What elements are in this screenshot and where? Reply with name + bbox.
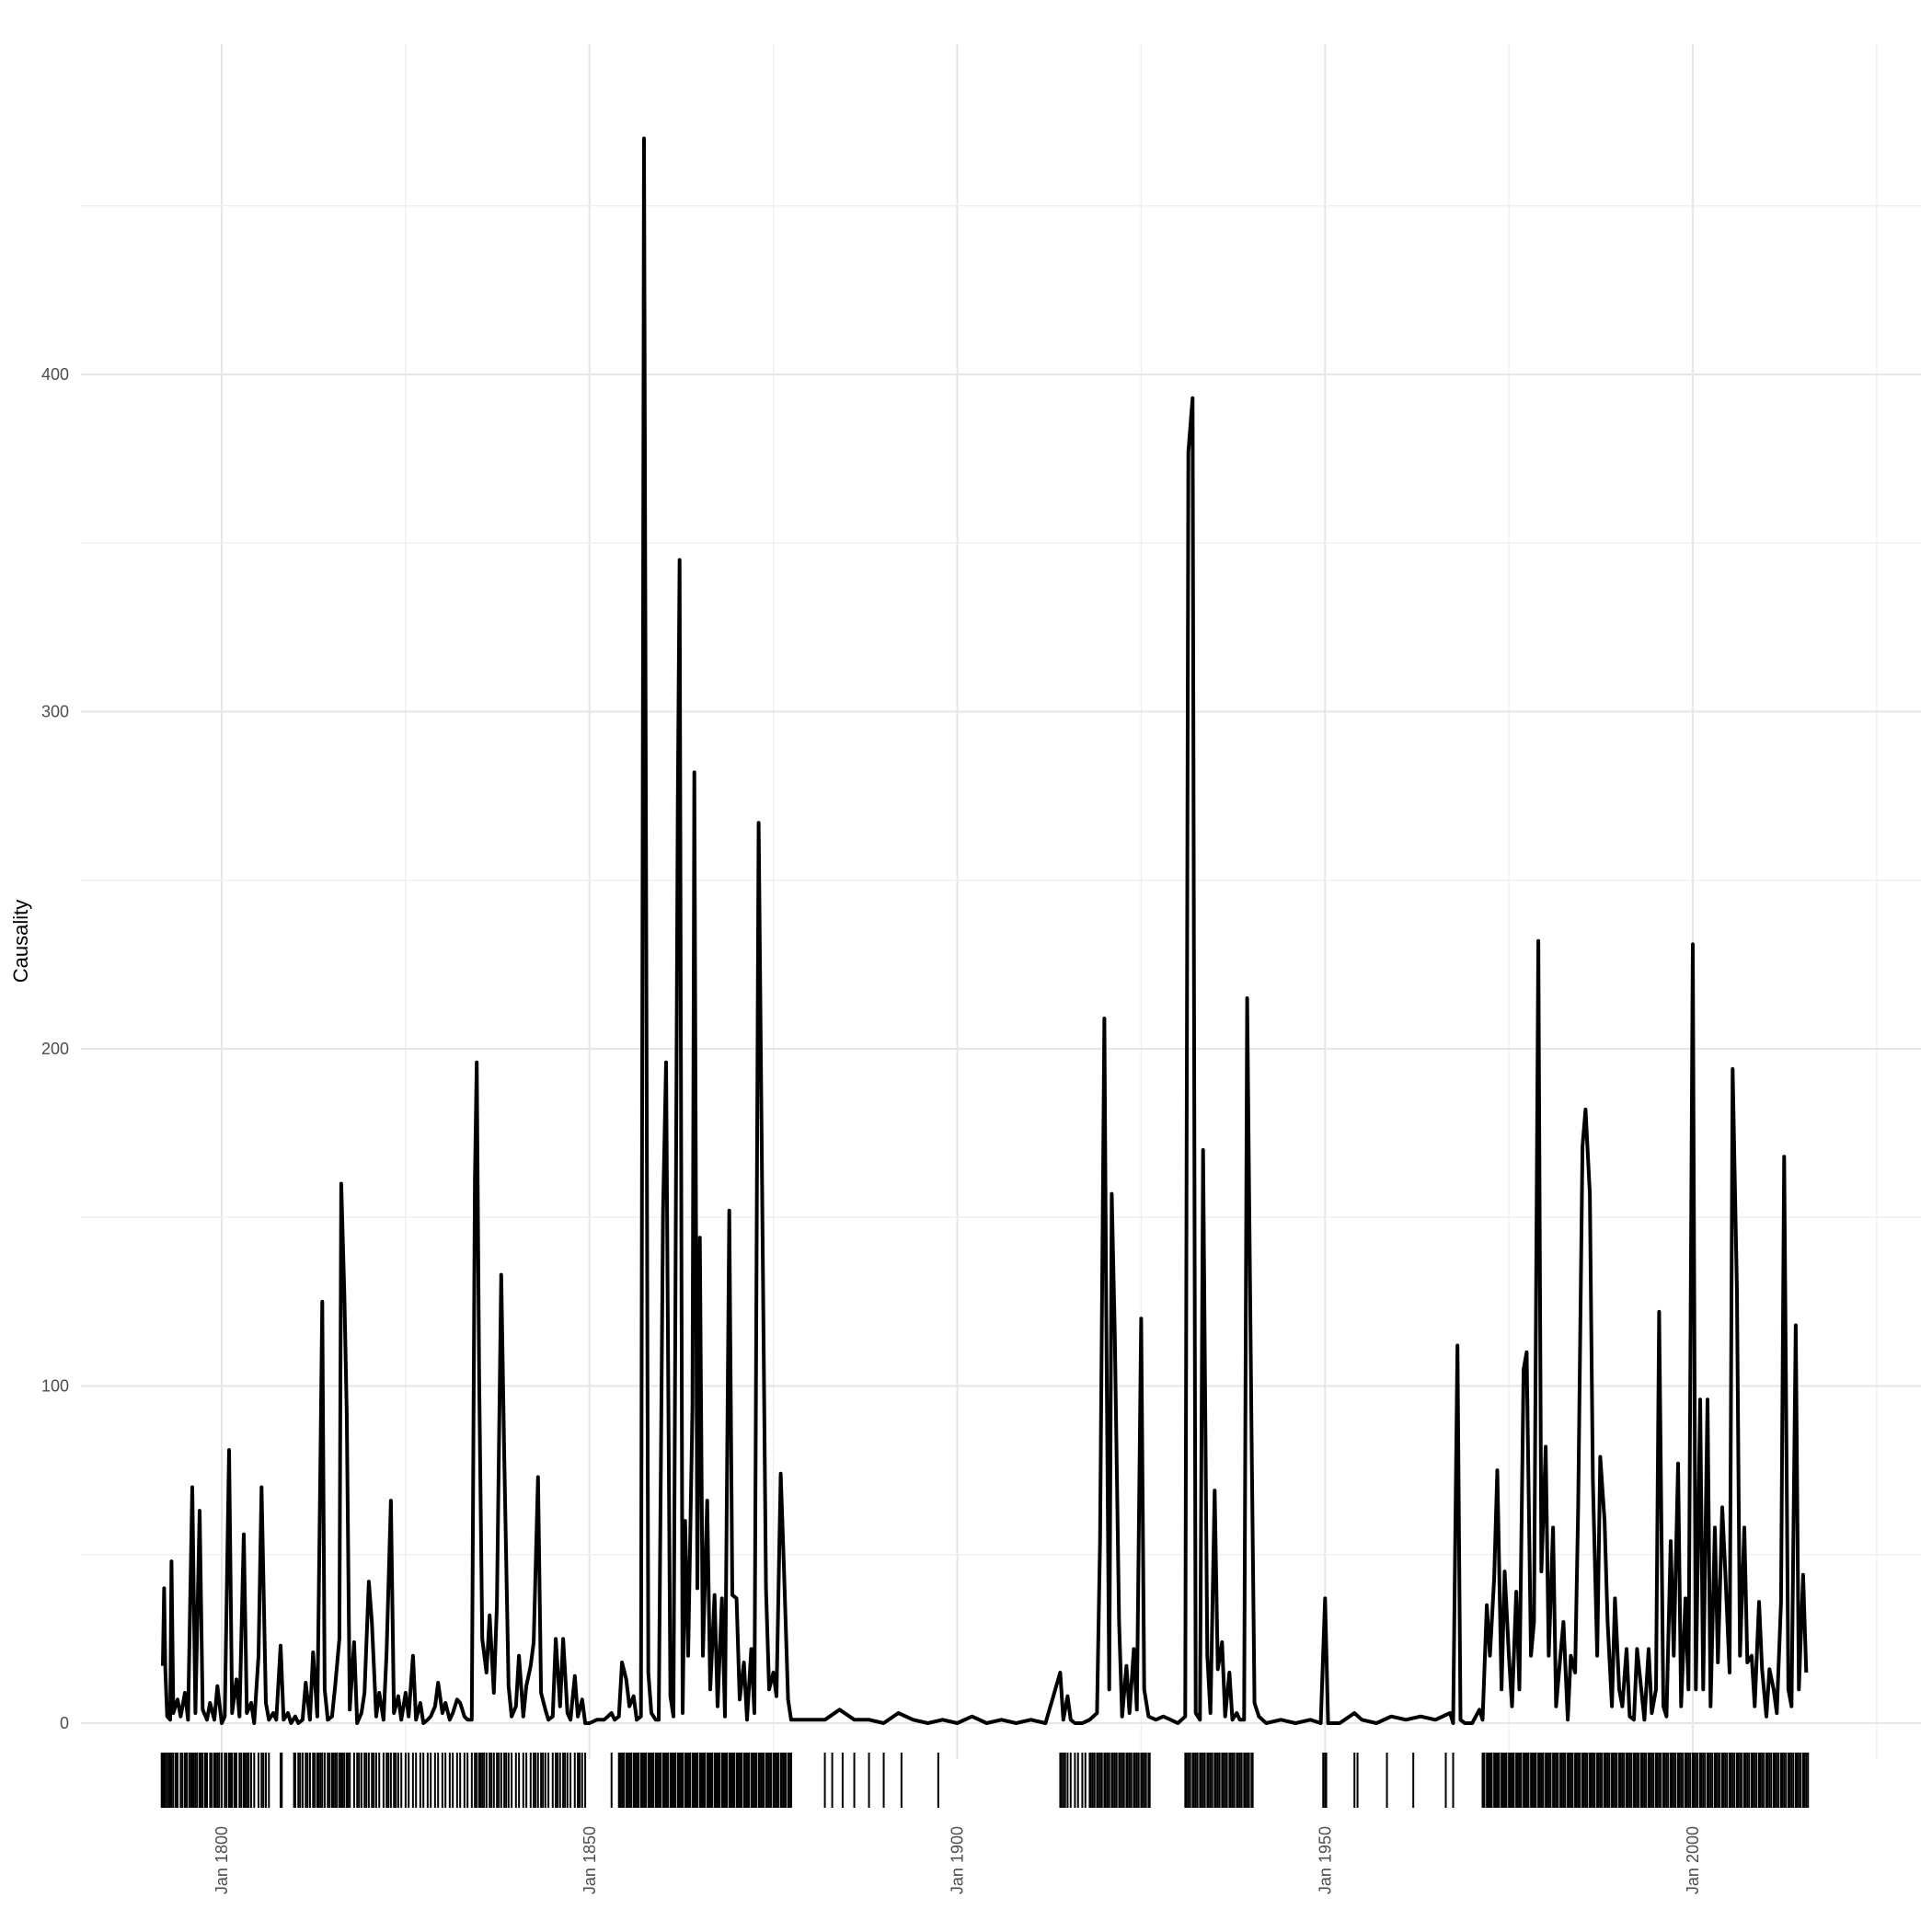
y-tick-label-2: 200	[41, 1040, 69, 1058]
x-tick-label-4: Jan 2000	[1684, 1826, 1702, 1894]
y-tick-label-4: 400	[41, 365, 69, 384]
x-axis-tick-labels: Jan 1800 Jan 1850 Jan 1900 Jan 1950 Jan 2000	[213, 1826, 1702, 1894]
series-line-group	[161, 136, 1809, 1725]
y-tick-label-1: 100	[41, 1377, 69, 1396]
series-line-0	[161, 136, 1809, 1725]
x-tick-label-3: Jan 1950	[1316, 1826, 1334, 1894]
y-axis-title: Causality	[9, 900, 32, 983]
y-tick-label-3: 300	[41, 703, 69, 721]
x-tick-label-0: Jan 1800	[213, 1826, 231, 1894]
y-tick-label-0: 0	[60, 1714, 69, 1732]
x-tick-label-2: Jan 1900	[949, 1826, 967, 1894]
x-tick-label-1: Jan 1850	[581, 1826, 599, 1894]
rug-marks	[160, 1753, 1810, 1808]
y-axis-tick-labels: 0 100 200 300 400	[41, 365, 69, 1732]
